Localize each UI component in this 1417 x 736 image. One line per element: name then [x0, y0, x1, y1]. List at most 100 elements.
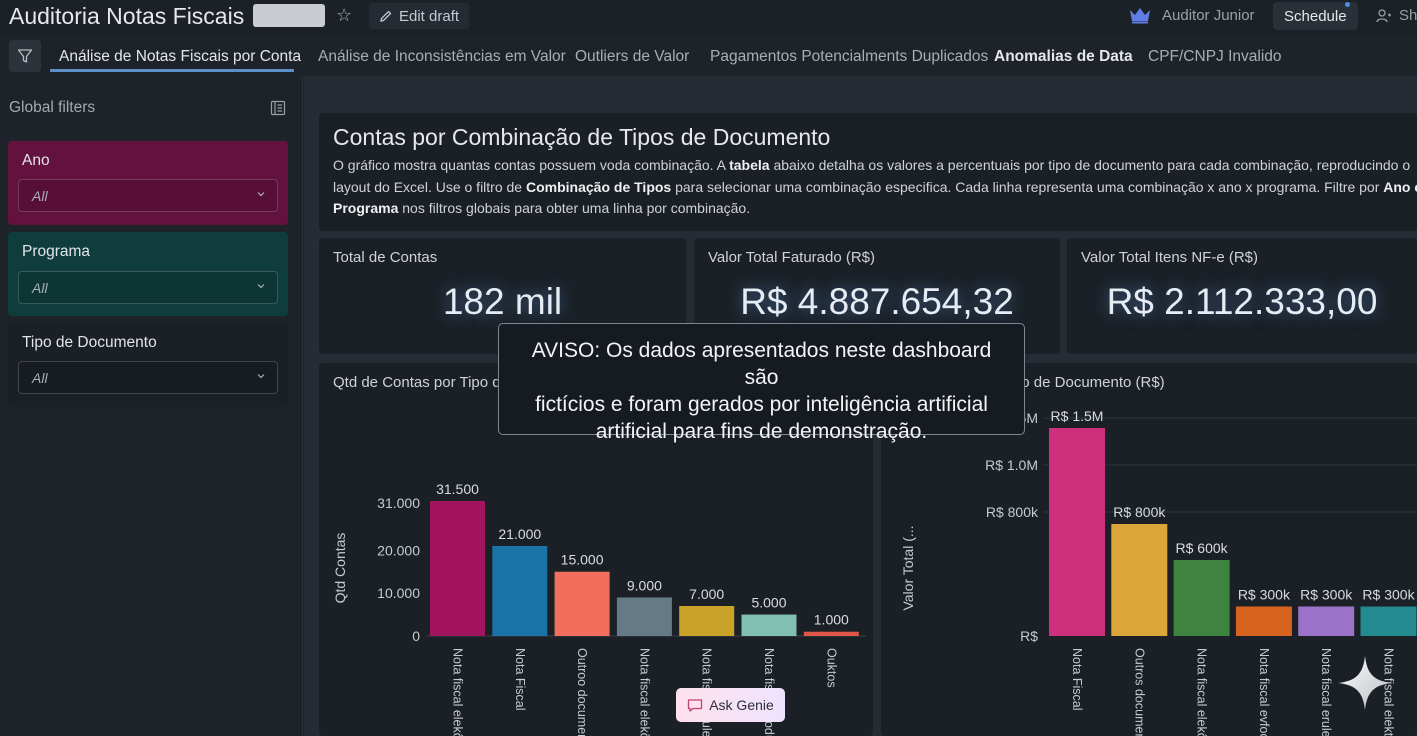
bar	[1049, 428, 1105, 636]
chevron-down-icon	[257, 284, 265, 289]
bar	[616, 597, 672, 636]
bar	[554, 571, 610, 636]
global-filters-panel: Global filters Ano All Programa All Tipo…	[0, 76, 303, 736]
description-title: Contas por Combinação de Tipos de Docume…	[333, 124, 831, 150]
data-label: 15.000	[561, 552, 604, 568]
filter-card-programa: Programa All	[8, 232, 288, 316]
data-label: R$ 600k	[1176, 540, 1229, 556]
data-label: R$ 300k	[1362, 587, 1415, 603]
y-axis-label: Valor Total (...	[900, 525, 916, 610]
data-label: R$ 1.5M	[1051, 408, 1104, 424]
y-tick-label: 10.000	[377, 585, 420, 601]
collapse-panel-icon[interactable]	[270, 100, 286, 116]
description-panel: Contas por Combinação de Tipos de Docume…	[319, 113, 1417, 231]
active-tab-indicator	[50, 69, 294, 72]
dashboard-canvas: Contas por Combinação de Tipos de Docume…	[304, 76, 1417, 736]
data-label: 21.000	[498, 526, 541, 542]
share-button[interactable]: Sh	[1376, 7, 1417, 24]
filter-funnel-icon	[17, 49, 33, 63]
y-tick-label: R$	[1020, 628, 1038, 644]
y-tick-label: 0	[412, 628, 420, 644]
filter-label-ano: Ano	[22, 152, 50, 169]
x-tick-label: Nota fiscal erules	[1319, 648, 1333, 736]
x-tick-label: Outros documentas ...	[1132, 648, 1146, 736]
filter-value-tipo-documento: All	[32, 370, 48, 386]
share-label: Sh	[1399, 7, 1417, 24]
bar	[492, 546, 548, 636]
x-tick-label: Outroo documentas ...	[575, 648, 589, 736]
kpi-value: 182 mil	[442, 281, 563, 322]
ask-genie-button[interactable]: Ask Genie	[676, 688, 785, 722]
x-tick-label: Nota fiscal elekô ...	[451, 648, 465, 736]
y-tick-label: R$ 800k	[986, 504, 1039, 520]
chart-title: Qtd de Contas por Tipo de Do	[333, 374, 533, 391]
notification-dot	[1345, 2, 1350, 7]
y-tick-label: 20.000	[377, 542, 420, 558]
user-name[interactable]: Auditor Junior	[1162, 7, 1255, 24]
disclaimer-line: artificial para fins de demonstração.	[595, 420, 928, 443]
disclaimer-modal: AVISO: Os dados apresentados neste dashb…	[498, 323, 1025, 443]
data-label: 5.000	[751, 595, 786, 611]
bar	[741, 614, 797, 636]
sparkle-icon	[1338, 656, 1392, 710]
crown-icon	[1130, 8, 1150, 24]
x-tick-label: Nota Fiscal	[513, 648, 527, 711]
filter-select-programa[interactable]: All	[18, 271, 278, 304]
bar	[1298, 606, 1355, 636]
data-label: R$ 300k	[1238, 587, 1291, 603]
chart-qtd-contas: 31.000 20.000 10.000 0 Qtd Contas 31.500 Nota …	[332, 481, 867, 736]
page-tabs: Análise de Notas Fiscais por Conta Análi…	[0, 38, 1417, 76]
tab-anomalias-data[interactable]: Anomalias de Data	[994, 48, 1133, 65]
bar	[803, 631, 859, 636]
bar	[1111, 524, 1168, 636]
data-label: R$ 300k	[1300, 587, 1353, 603]
tab-analise-inconsistencias[interactable]: Análise de Inconsistências em Valor	[318, 48, 566, 65]
bar	[430, 501, 485, 636]
filter-label-programa: Programa	[22, 243, 91, 260]
filter-value-programa: All	[32, 280, 48, 296]
top-bar: Auditoria Notas Fiscais ☆ Edit draft Aud…	[0, 0, 1417, 34]
y-axis-label: Qtd Contas	[332, 533, 348, 604]
kpi-label: Valor Total Itens NF-e (R$)	[1081, 249, 1259, 266]
filter-value-ano: All	[32, 188, 48, 204]
chart-valor-total: R$ 1.5M R$ 1.0M R$ 800k R$ Valor Total (... R…	[900, 408, 1417, 736]
data-label: 31.500	[436, 481, 479, 497]
favorite-star-icon[interactable]: ☆	[336, 5, 353, 25]
filter-toggle-button[interactable]	[9, 40, 41, 72]
x-tick-label: Ouktos	[824, 648, 838, 688]
share-users-icon	[1376, 8, 1391, 22]
kpi-label: Valor Total Faturado (R$)	[708, 249, 876, 266]
data-label: 7.000	[689, 586, 724, 602]
edit-draft-button[interactable]: Edit draft	[369, 3, 470, 29]
edit-draft-label: Edit draft	[399, 7, 460, 25]
x-tick-label: Nota fiscal elekt...	[1382, 648, 1396, 736]
kpi-value: R$ 4.887.654,32	[740, 281, 1014, 322]
kpi-label: Total de Contas	[333, 249, 438, 266]
bar	[1235, 606, 1292, 636]
y-tick-label: R$ 1.0M	[985, 457, 1038, 473]
tab-cpf-cnpj-invalido[interactable]: CPF/CNPJ Invalido	[1148, 48, 1282, 65]
pencil-icon	[380, 10, 392, 22]
filter-card-ano: Ano All	[8, 141, 288, 225]
data-label: 1.000	[814, 612, 849, 628]
chevron-down-icon	[257, 192, 265, 197]
title-badge	[253, 4, 325, 27]
filter-select-ano[interactable]: All	[18, 179, 278, 212]
data-label: 9.000	[627, 577, 662, 593]
genie-chat-icon	[688, 699, 703, 712]
x-tick-label: Nota Fiscal	[1070, 648, 1084, 711]
ask-genie-label: Ask Genie	[709, 697, 774, 713]
disclaimer-line: AVISO: Os dados apresentados neste dashb…	[531, 339, 992, 389]
x-tick-label: Nota fiscal elekô ...	[637, 648, 651, 736]
kpi-valor-total-itens: Valor Total Itens NF-e (R$) R$ 2.112.333…	[1067, 238, 1417, 354]
tab-outliers-valor[interactable]: Outliers de Valor	[575, 48, 690, 65]
bar	[1173, 560, 1230, 636]
dashboard-title: Auditoria Notas Fiscais	[9, 3, 245, 29]
global-filters-title: Global filters	[9, 99, 96, 116]
tab-pagamentos-duplicados[interactable]: Pagamentos Potencialments Duplicados	[710, 48, 989, 65]
tab-analise-notas-por-conta[interactable]: Análise de Notas Fiscais por Conta	[59, 48, 302, 65]
filter-card-tipo-documento: Tipo de Documento All	[8, 323, 288, 407]
schedule-button[interactable]: Schedule	[1273, 2, 1358, 30]
y-tick-label: 31.000	[377, 495, 420, 511]
filter-select-tipo-documento[interactable]: All	[18, 361, 278, 394]
